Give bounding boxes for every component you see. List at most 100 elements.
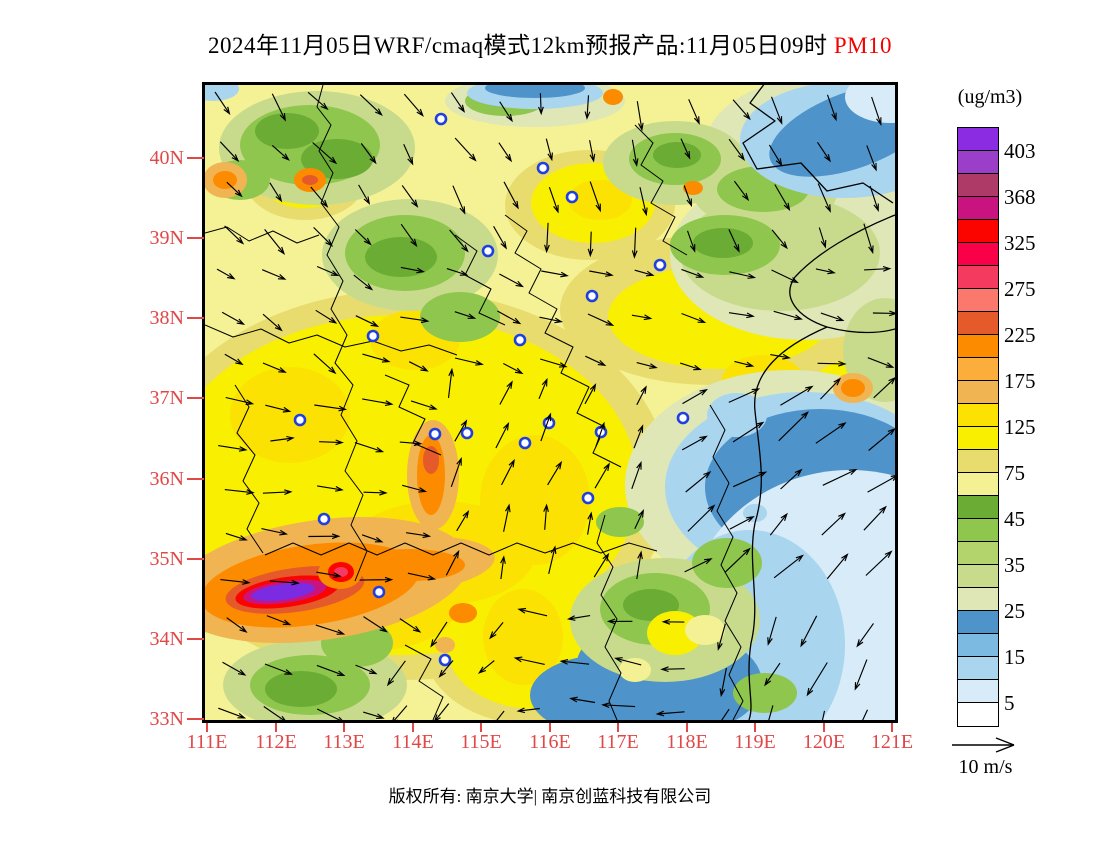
wind-arrow: [361, 534, 384, 543]
wind-arrow: [634, 509, 645, 530]
colorbar-cell-23: [958, 657, 998, 680]
wind-arrow: [764, 662, 781, 687]
lon-tick: [343, 723, 345, 732]
wind-arrow: [262, 362, 287, 373]
wind-arrow: [216, 268, 236, 280]
wind-arrow: [728, 229, 740, 253]
wind-arrow: [728, 138, 746, 161]
wind-arrow: [221, 311, 246, 326]
lon-tick: [480, 723, 482, 732]
wind-arrow: [732, 99, 751, 121]
wind-arrow: [771, 269, 799, 284]
wind-arrow: [856, 623, 874, 648]
wind-arrow: [438, 660, 454, 678]
lon-label-114E: 114E: [392, 731, 434, 753]
lon-tick: [617, 723, 619, 732]
colorbar-cell-10: [958, 358, 998, 381]
city-marker: [581, 491, 595, 505]
lon-label-121E: 121E: [870, 731, 914, 753]
wind-arrow: [584, 95, 591, 120]
wind-arrow: [399, 618, 422, 633]
wind-arrow: [354, 229, 372, 246]
wind-arrow: [402, 484, 428, 493]
wind-arrow: [541, 270, 569, 278]
wind-arrow: [685, 471, 712, 493]
wind-arrow: [500, 555, 506, 580]
wind-arrow: [450, 92, 466, 113]
wind-arrow: [445, 549, 460, 576]
wind-arrow: [271, 144, 290, 161]
pm10-contour-map: [140, 71, 1015, 780]
wind-arrow: [800, 615, 818, 648]
colorbar-cell-22: [958, 634, 998, 657]
wind-arrow: [584, 383, 597, 405]
colorbar-cell-14: [958, 450, 998, 473]
wind-arrow: [224, 353, 244, 366]
wind-arrow: [773, 554, 804, 579]
lat-label-40N: 40N: [149, 147, 184, 169]
wind-arrow: [771, 229, 788, 250]
lon-tick: [686, 723, 688, 732]
wind-arrow: [719, 667, 727, 698]
wind-arrow: [406, 532, 432, 539]
wind-arrow: [548, 545, 557, 575]
wind-arrow: [222, 661, 247, 676]
colorbar: [957, 127, 999, 727]
wind-arrow: [454, 419, 468, 442]
wind-arrow: [386, 660, 406, 687]
wind-arrow: [316, 664, 346, 676]
wind-arrow: [682, 388, 709, 405]
wind-arrow: [543, 503, 549, 530]
lat-label-34N: 34N: [149, 628, 184, 650]
wind-arrow: [517, 607, 548, 617]
wind-arrow: [503, 181, 519, 210]
wind-arrow: [358, 184, 371, 205]
wind-arrow: [545, 138, 553, 162]
wind-arrow: [430, 621, 448, 648]
lon-tick: [891, 723, 893, 732]
lat-tick: [187, 237, 204, 239]
wind-arrow: [854, 659, 868, 691]
city-marker: [438, 653, 452, 667]
wind-arrow: [220, 579, 251, 585]
wind-arrow: [614, 657, 642, 666]
city-marker: [317, 512, 331, 526]
wind-arrow: [264, 663, 293, 675]
wind-arrow: [355, 664, 378, 675]
lat-label-33N: 33N: [149, 708, 184, 730]
wind-arrow: [681, 312, 707, 324]
wind-arrow: [863, 505, 887, 531]
wind-arrow: [224, 225, 245, 245]
lat-tick: [187, 638, 204, 640]
colorbar-value-403: 403: [1004, 139, 1036, 163]
wind-arrow: [725, 547, 751, 573]
colorbar-cell-15: [958, 473, 998, 496]
wind-arrow: [728, 312, 755, 319]
city-marker: [366, 329, 380, 343]
wind-arrow: [866, 145, 877, 172]
lon-tick: [412, 723, 414, 732]
map-frame: [140, 71, 1015, 780]
colorbar-cell-5: [958, 243, 998, 266]
lon-tick: [823, 723, 825, 732]
wind-arrow: [363, 616, 388, 633]
wind-arrow: [313, 226, 334, 247]
wind-arrow: [684, 558, 713, 573]
wind-arrow: [499, 101, 513, 123]
colorbar-cell-3: [958, 197, 998, 220]
wind-arrow: [226, 617, 248, 633]
wind-arrow: [589, 181, 601, 213]
wind-arrow: [503, 503, 511, 532]
wind-arrow: [864, 266, 892, 272]
lat-label-39N: 39N: [149, 227, 184, 249]
wind-arrow: [631, 314, 653, 321]
wind-arrow: [780, 468, 803, 490]
colorbar-cell-20: [958, 588, 998, 611]
wind-arrow: [815, 422, 847, 444]
wind-arrow: [587, 313, 615, 327]
wind-arrow: [585, 355, 607, 367]
wind-arrow: [636, 101, 644, 132]
city-marker: [585, 289, 599, 303]
wind-arrow: [768, 144, 783, 167]
